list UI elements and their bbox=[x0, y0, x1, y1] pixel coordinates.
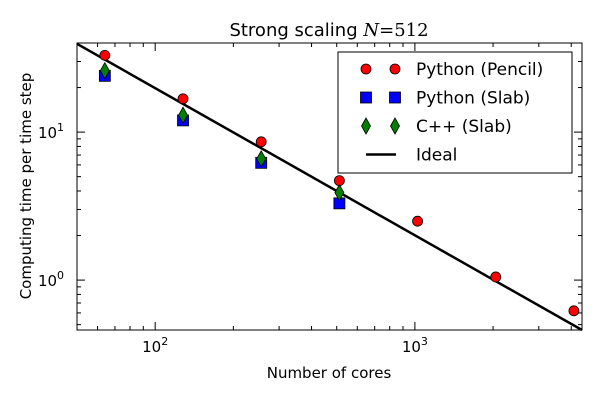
legend-python-pencil-marker bbox=[389, 63, 401, 75]
x-tick-label-exponent: 3 bbox=[421, 335, 428, 348]
x-tick-label-base: 10 bbox=[402, 338, 421, 356]
y-tick-label-base: 10 bbox=[38, 124, 57, 142]
axes-frame bbox=[76, 42, 583, 331]
series-python-pencil-point bbox=[490, 271, 502, 283]
chart-title-math: N bbox=[362, 20, 380, 41]
y-tick-label-exponent: 0 bbox=[57, 269, 64, 282]
y-tick-label: 100 bbox=[38, 269, 64, 290]
legend: Python (Pencil) Python (Slab) C++ (Slab) Id… bbox=[337, 51, 573, 174]
y-tick-label-base: 10 bbox=[38, 272, 57, 290]
x-tick-label: 103 bbox=[402, 335, 428, 356]
legend-python-pencil-label: Python (Pencil) bbox=[416, 60, 543, 80]
legend-python-slab-label: Python (Slab) bbox=[416, 89, 530, 109]
y-tick-label-exponent: 1 bbox=[57, 121, 64, 134]
series-python-pencil-point bbox=[412, 215, 423, 227]
series-python-pencil-point bbox=[568, 305, 580, 317]
legend-c-slab-label: C++ (Slab) bbox=[416, 117, 512, 137]
legend-c-slab-marker bbox=[361, 117, 371, 135]
series-python-pencil-point bbox=[99, 49, 111, 61]
chart-title: Strong scaling N=512 bbox=[229, 20, 428, 41]
series-c-slab-point bbox=[334, 183, 345, 202]
legend-frame bbox=[337, 51, 573, 174]
series-python-pencil-point bbox=[255, 136, 267, 148]
chart-title-prefix: Strong scaling bbox=[229, 20, 363, 41]
chart-title-suffix: =512 bbox=[379, 20, 428, 41]
series-c-slab-point bbox=[178, 106, 188, 125]
legend-python-slab-marker bbox=[389, 91, 401, 104]
y-axis-label: Computing time per time step bbox=[17, 73, 35, 300]
legend-c-slab-marker bbox=[390, 117, 400, 135]
series-c-slab-point bbox=[99, 61, 110, 80]
legend-python-pencil-marker bbox=[360, 63, 372, 75]
x-axis-label: Number of cores bbox=[267, 364, 392, 382]
series-ideal-line bbox=[76, 42, 583, 332]
x-tick-label-base: 10 bbox=[142, 338, 161, 356]
series-c-slab-point bbox=[256, 149, 267, 168]
y-tick-label: 101 bbox=[38, 121, 64, 142]
x-tick-label-exponent: 2 bbox=[161, 335, 168, 348]
x-tick-label: 102 bbox=[142, 335, 168, 356]
legend-ideal-label: Ideal bbox=[416, 146, 457, 166]
series-python-pencil-point bbox=[177, 93, 189, 105]
legend-python-slab-marker bbox=[360, 91, 372, 104]
